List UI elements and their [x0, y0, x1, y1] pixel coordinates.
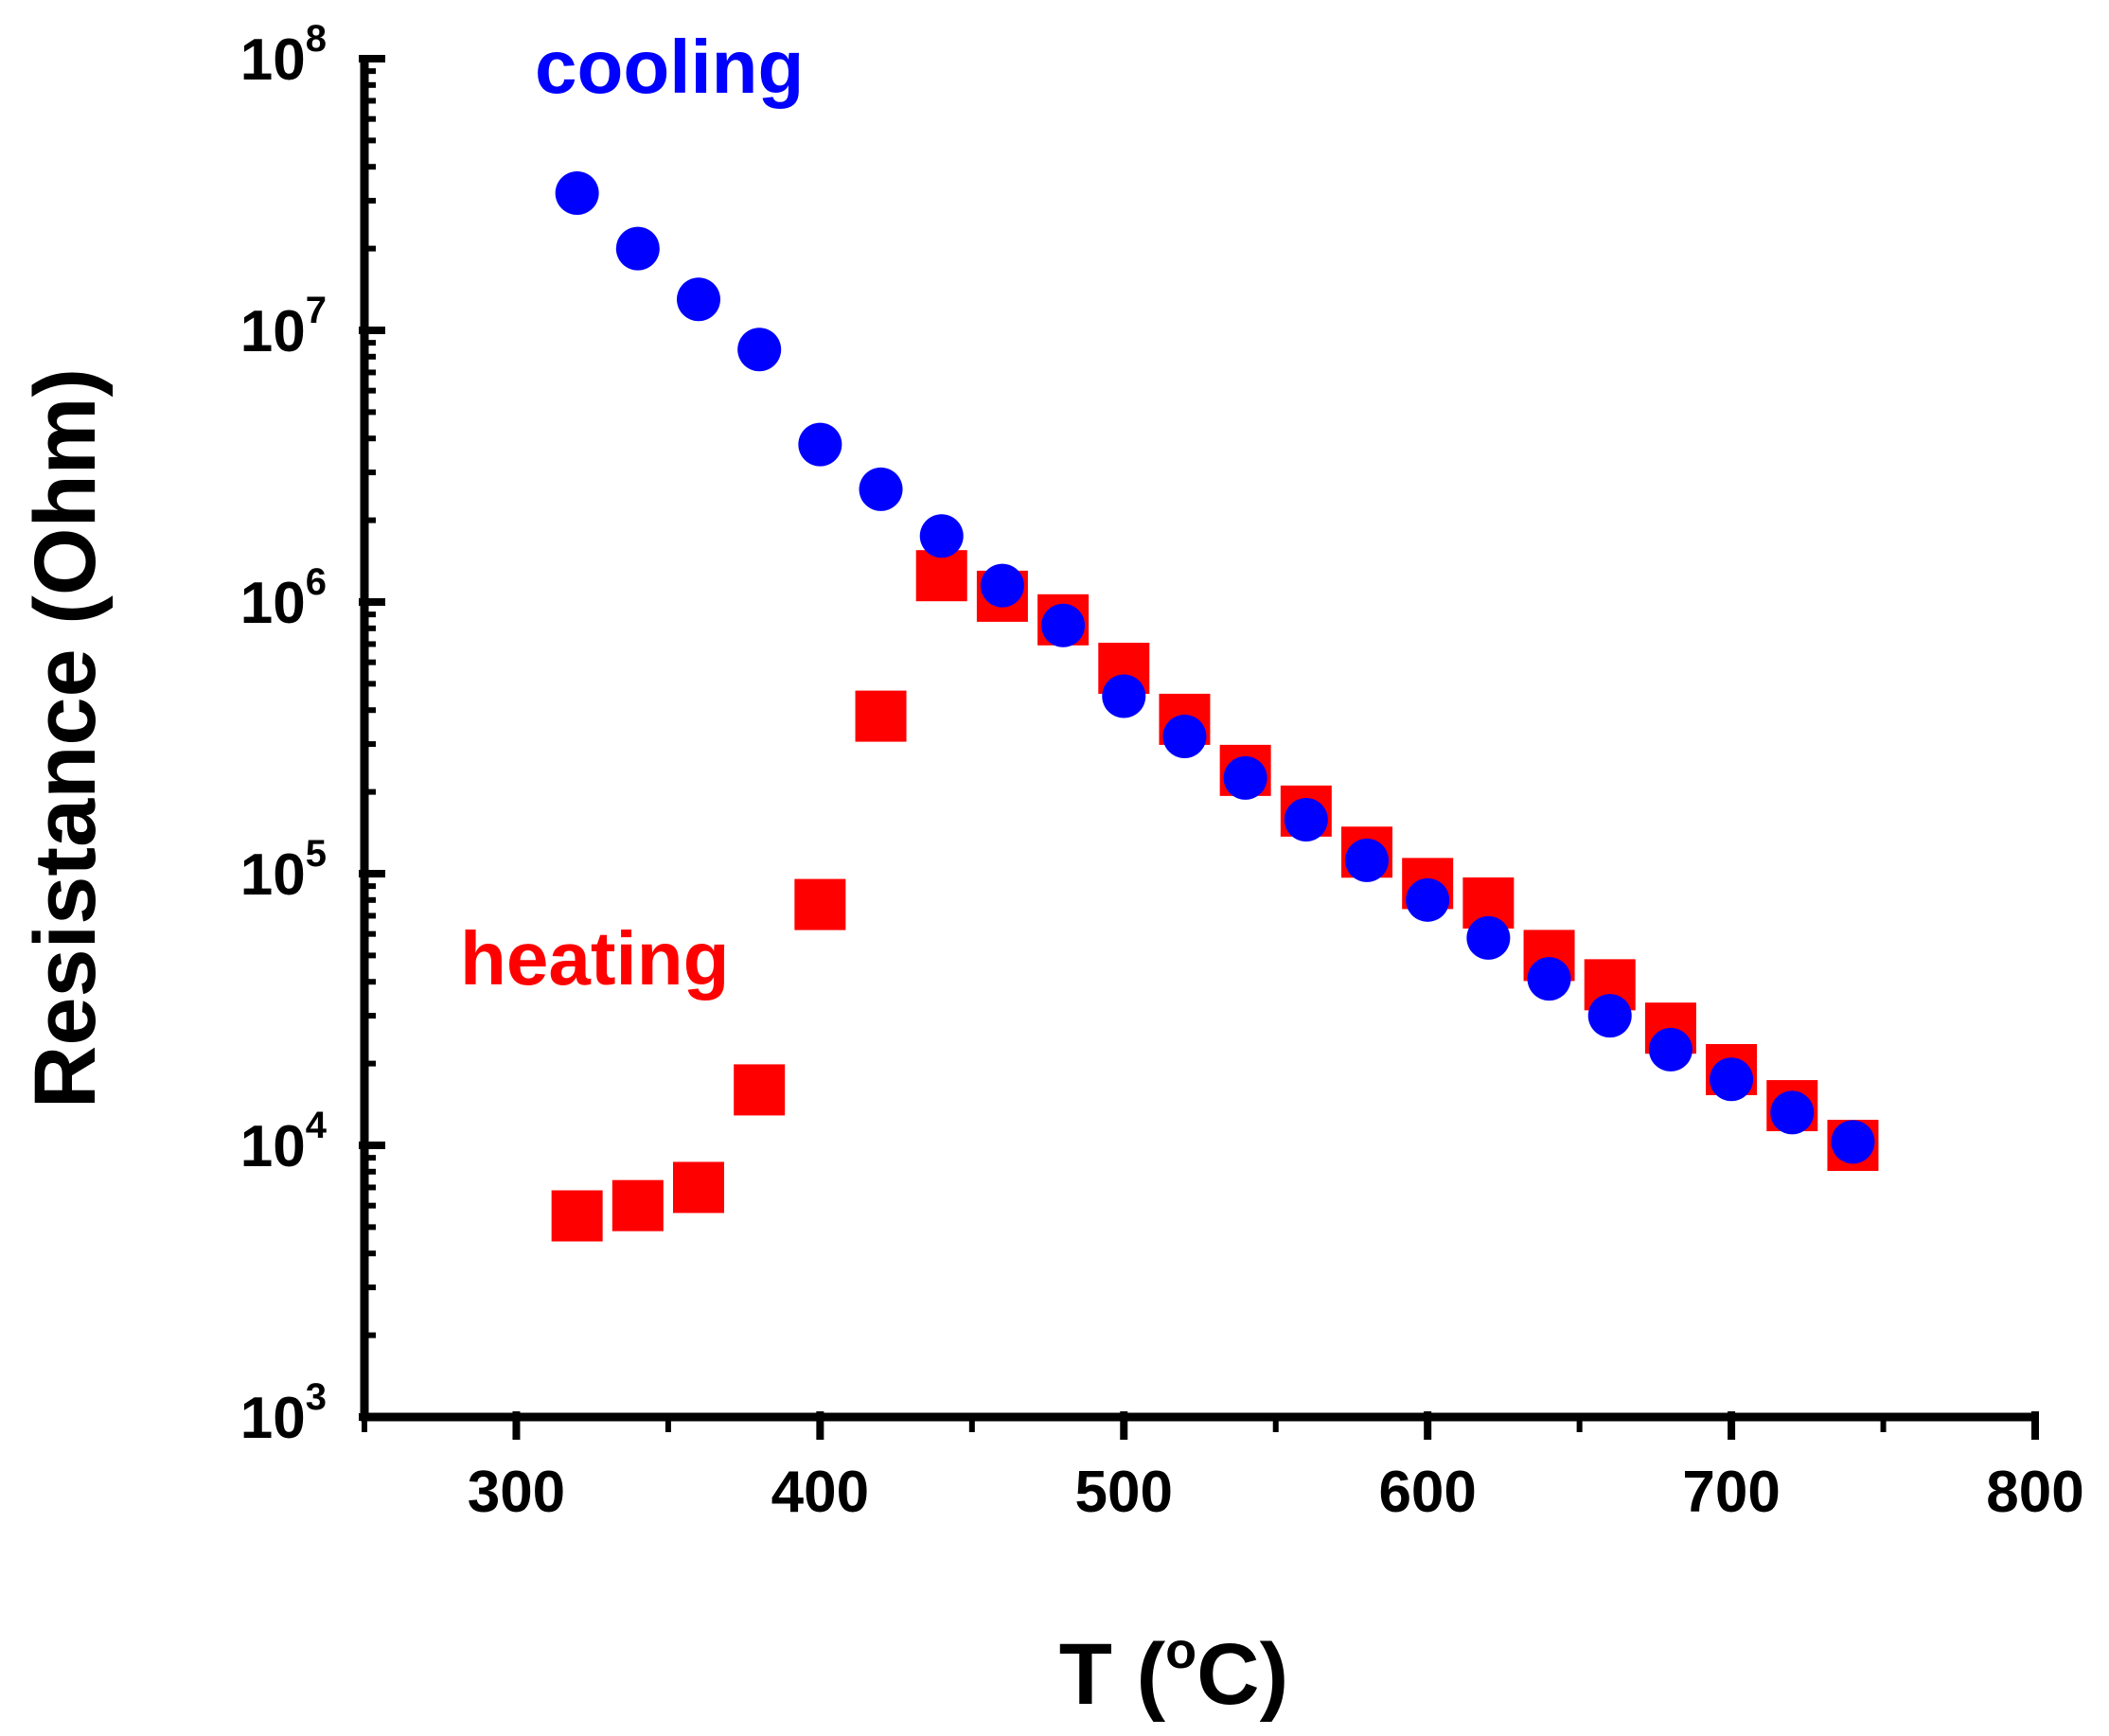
x-tick-label: 300 [468, 1460, 565, 1525]
cooling-point [1466, 916, 1510, 960]
cooling-point [1770, 1090, 1814, 1134]
y-tick-exponent: 5 [306, 833, 327, 875]
y-tick-base: 10 [240, 842, 306, 908]
y-tick-base: 10 [240, 27, 306, 93]
y-tick-exponent: 3 [306, 1376, 327, 1418]
cooling-point [798, 423, 842, 467]
series-heating [552, 550, 1879, 1241]
cooling-point [920, 514, 964, 558]
y-tick-base: 10 [240, 299, 306, 364]
x-axis-title: T (oC) [1059, 1622, 1288, 1723]
cooling-point [737, 328, 781, 371]
cooling-point [1162, 715, 1206, 758]
heating-point [734, 1064, 785, 1115]
plot-area [552, 171, 1879, 1241]
y-tick-exponent: 4 [306, 1105, 328, 1146]
cooling-point [1345, 839, 1389, 882]
x-tick-label: 700 [1682, 1460, 1780, 1525]
y-tick-base: 10 [240, 1386, 306, 1451]
y-tick-label: 106 [240, 561, 327, 636]
heating-point [916, 550, 967, 601]
heating-point [552, 1191, 603, 1242]
x-tick-label: 800 [1986, 1460, 2083, 1525]
heating-annotation: heating [460, 916, 729, 1001]
x-ticks: 300 400 500 600 700 800 [364, 1411, 2084, 1525]
cooling-point [860, 468, 903, 511]
cooling-point [1285, 798, 1328, 841]
cooling-point [1588, 994, 1632, 1037]
x-axis-title-sup: o [1165, 1622, 1196, 1679]
y-axis-title: Resistance (Ohm) [17, 368, 114, 1108]
y-tick-label: 104 [240, 1105, 328, 1179]
x-tick-label: 500 [1075, 1460, 1173, 1525]
x-axis-title-unit: C) [1196, 1626, 1288, 1723]
y-tick-base: 10 [240, 1114, 306, 1179]
heating-point [856, 691, 907, 742]
y-tick-exponent: 7 [306, 290, 327, 331]
cooling-point [1649, 1028, 1693, 1072]
cooling-point [1102, 675, 1145, 718]
resistance-temperature-chart: 103104105106107108 300 400 500 600 700 800 T … [0, 0, 2109, 1736]
cooling-point [556, 171, 599, 215]
cooling-point [981, 564, 1024, 608]
heating-point [612, 1180, 664, 1231]
cooling-point [1710, 1057, 1753, 1101]
y-tick-label: 105 [240, 833, 327, 908]
cooling-point [1528, 957, 1571, 1001]
heating-point [673, 1161, 724, 1213]
cooling-point [1041, 604, 1085, 647]
cooling-point [677, 277, 720, 321]
y-tick-label: 108 [240, 18, 327, 93]
y-tick-base: 10 [240, 571, 306, 636]
cooling-point [616, 227, 660, 271]
y-tick-label: 103 [240, 1376, 327, 1451]
y-tick-exponent: 6 [306, 561, 327, 603]
y-tick-exponent: 8 [306, 18, 327, 60]
x-tick-label: 600 [1378, 1460, 1476, 1525]
heating-point [794, 879, 845, 930]
x-tick-label: 400 [771, 1460, 869, 1525]
x-axis-title-main: T ( [1059, 1626, 1166, 1723]
y-tick-label: 107 [240, 290, 327, 364]
cooling-point [1406, 878, 1449, 922]
cooling-annotation: cooling [535, 25, 804, 109]
cooling-point [1224, 756, 1267, 800]
cooling-point [1831, 1120, 1874, 1163]
